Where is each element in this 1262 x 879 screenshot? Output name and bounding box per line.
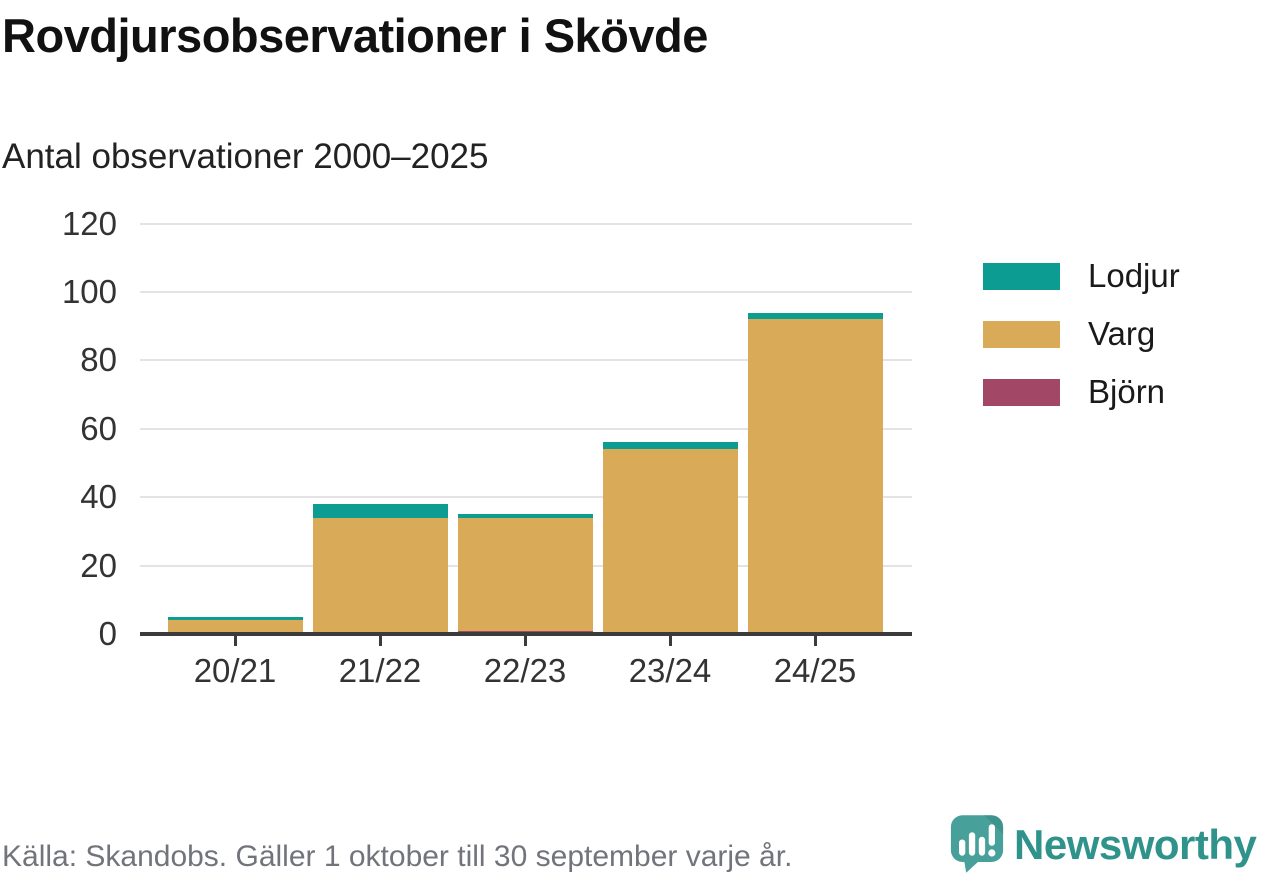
- legend-swatch-varg: [983, 320, 1060, 348]
- page-title: Rovdjursobservationer i Skövde: [2, 9, 708, 62]
- legend-label-björn: Björn: [1088, 373, 1166, 410]
- bar-segment-22-23-varg: [457, 517, 593, 631]
- gridline-40: [140, 496, 912, 499]
- x-axis-line: [140, 632, 912, 636]
- gridline-100: [140, 291, 912, 293]
- bar-segment-20-21-lodjur: [167, 616, 303, 621]
- chart-legend: Lodjur Varg Björn: [983, 257, 1180, 433]
- newsworthy-wordmark: Newsworthy: [1014, 821, 1257, 868]
- x-tick-24-25: [813, 636, 817, 646]
- legend-item-lodjur: Lodjur: [983, 257, 1180, 294]
- x-tick-22-23: [523, 636, 527, 646]
- newsworthy-logo-icon: [950, 815, 1004, 873]
- legend-item-varg: Varg: [983, 315, 1180, 352]
- legend-label-varg: Varg: [1088, 315, 1156, 352]
- source-note: Källa: Skandobs. Gäller 1 oktober till 3…: [2, 840, 793, 873]
- bar-segment-24-25-varg: [747, 319, 883, 634]
- newsworthy-brand: Newsworthy: [950, 814, 1257, 874]
- gridline-60: [140, 427, 912, 430]
- y-tick-label-40: 40: [80, 478, 117, 516]
- y-tick-label-0: 0: [98, 615, 117, 652]
- bar-segment-22-23-lodjur: [457, 514, 593, 518]
- x-tick-label-21-22: 21/22: [338, 652, 422, 689]
- x-tick-label-22-23: 22/23: [483, 652, 567, 689]
- legend-label-lodjur: Lodjur: [1088, 257, 1180, 294]
- y-tick-label-20: 20: [80, 546, 117, 584]
- y-tick-label-120: 120: [61, 204, 117, 242]
- chart-subtitle: Antal observationer 2000–2025: [2, 137, 489, 176]
- legend-swatch-björn: [983, 378, 1060, 406]
- bar-segment-21-22-lodjur: [312, 504, 448, 518]
- y-tick-label-80: 80: [80, 341, 117, 379]
- x-tick-23-24: [668, 636, 672, 646]
- y-tick-label-100: 100: [61, 273, 117, 310]
- x-tick-label-23-24: 23/24: [628, 652, 712, 689]
- legend-swatch-lodjur: [983, 262, 1060, 290]
- bar-segment-23-24-lodjur: [602, 442, 738, 450]
- x-tick-21-22: [378, 636, 382, 646]
- gridline-80: [140, 359, 912, 362]
- x-tick-label-24-25: 24/25: [773, 652, 857, 689]
- bar-segment-24-25-lodjur: [747, 312, 883, 320]
- bar-segment-23-24-varg: [602, 449, 738, 634]
- gridline-120: [140, 222, 912, 225]
- x-tick-label-20-21: 20/21: [193, 652, 277, 689]
- x-tick-20-21: [233, 636, 237, 646]
- legend-item-björn: Björn: [983, 373, 1180, 410]
- bar-segment-20-21-varg: [167, 620, 303, 634]
- bar-segment-21-22-varg: [312, 517, 448, 634]
- y-tick-label-60: 60: [80, 409, 117, 447]
